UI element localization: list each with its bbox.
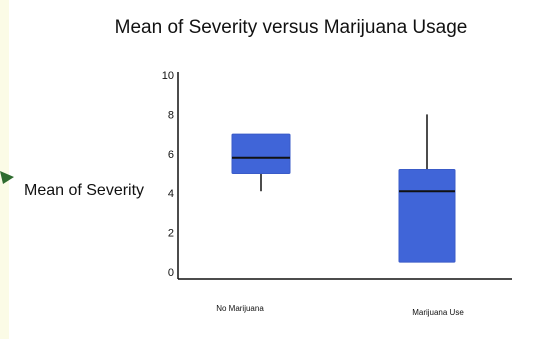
x-tick-label: No Marijuana [216, 304, 264, 313]
y-axis-label: Mean of Severity [24, 182, 144, 199]
y-tick-label: 6 [168, 149, 174, 161]
y-tick-label: 2 [168, 228, 174, 240]
y-tick-label: 4 [168, 188, 174, 200]
chart-title: Mean of Severity versus Marijuana Usage [115, 17, 468, 38]
boxes [231, 114, 456, 263]
box-marijuana-use [398, 169, 456, 263]
x-tick-labels: No Marijuana Marijuana Use [216, 304, 464, 317]
x-tick-label: Marijuana Use [412, 308, 464, 317]
y-tick-label: 0 [168, 267, 174, 279]
y-tick-label: 8 [168, 109, 174, 121]
box-no-marijuana [231, 133, 291, 175]
annotation-arrow [0, 171, 14, 184]
y-tick-labels: 0 2 4 6 8 10 [162, 70, 174, 279]
y-tick-label: 10 [162, 70, 174, 82]
